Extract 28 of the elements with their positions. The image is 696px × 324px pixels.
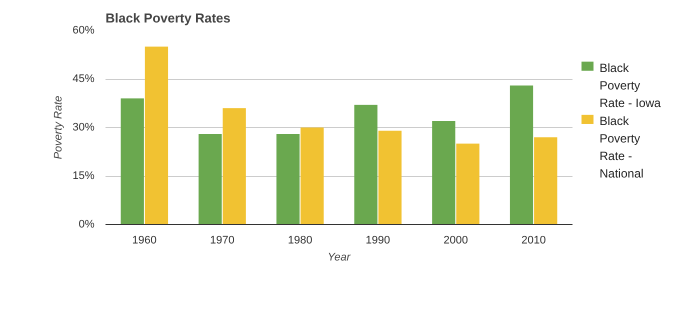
x-axis-title: Year [328, 252, 352, 264]
bar [300, 128, 324, 224]
bar [510, 85, 534, 224]
y-axis-title: Poverty Rate [52, 96, 64, 160]
x-tick-label: 1990 [366, 234, 390, 246]
bar [456, 144, 480, 224]
x-tick-label: 2010 [521, 234, 546, 246]
y-tick-label: 0% [78, 218, 95, 230]
bar [354, 104, 378, 224]
bar [432, 121, 456, 224]
legend-label: Black Poverty Rate - Iowa [600, 60, 662, 110]
bar [120, 98, 144, 224]
legend-label: Black Poverty Rate - National [600, 114, 644, 181]
x-tick-label: 2000 [444, 234, 468, 246]
bar [276, 134, 300, 224]
x-tick-label: 1960 [132, 234, 157, 246]
chart-title: Black Poverty Rates [106, 10, 231, 26]
bar [144, 46, 168, 224]
y-tick-label: 45% [72, 73, 95, 85]
y-tick-label: 15% [72, 170, 95, 182]
bar [534, 137, 558, 224]
y-tick-label: 60% [72, 24, 95, 36]
bar [222, 108, 246, 224]
x-tick-label: 1970 [210, 234, 234, 246]
bar [378, 130, 402, 224]
bar [198, 134, 222, 224]
y-tick-label: 30% [72, 122, 95, 134]
x-tick-label: 1980 [288, 234, 312, 246]
